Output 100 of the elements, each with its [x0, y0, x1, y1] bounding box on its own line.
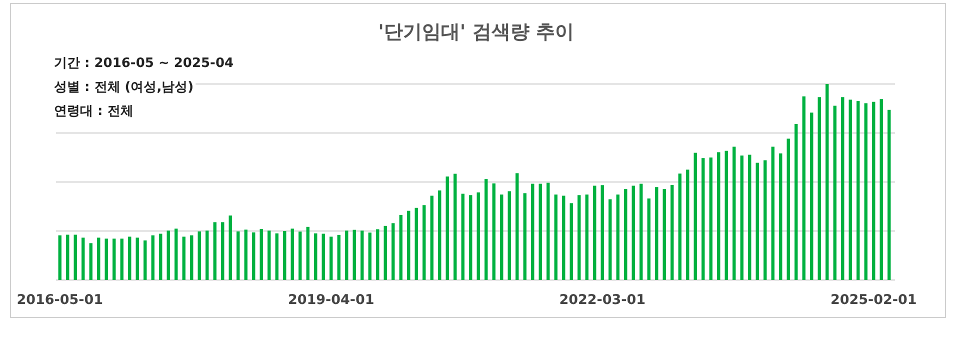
bar	[298, 232, 302, 280]
bar	[322, 234, 325, 280]
bar	[446, 176, 449, 280]
bar	[732, 146, 736, 280]
bar	[872, 102, 876, 280]
bar	[469, 195, 472, 280]
bar	[492, 183, 496, 280]
bar	[833, 106, 836, 280]
bar	[144, 240, 147, 280]
bar	[864, 103, 868, 280]
bar	[260, 229, 263, 280]
bar	[104, 238, 108, 280]
bar	[717, 152, 720, 280]
bar	[771, 146, 774, 280]
bar	[306, 226, 310, 280]
bar	[724, 150, 728, 280]
bar	[709, 158, 712, 280]
chart-title: '단기임대' 검색량 추이	[378, 21, 574, 43]
bar	[159, 234, 162, 280]
bar	[74, 234, 77, 280]
bar	[476, 192, 480, 280]
bar	[206, 230, 209, 280]
bar	[632, 186, 635, 280]
bar	[670, 184, 674, 280]
bar	[407, 210, 410, 280]
bar	[330, 236, 333, 280]
x-tick-label: 2022-03-01	[559, 292, 646, 308]
bar	[500, 194, 504, 280]
bar	[376, 229, 380, 280]
bar	[848, 100, 852, 280]
x-tick-label: 2025-02-01	[830, 292, 917, 308]
bar	[802, 96, 806, 280]
bar	[151, 235, 154, 280]
bar	[120, 238, 124, 280]
bar	[508, 191, 511, 280]
bar	[314, 233, 318, 280]
bar	[779, 153, 782, 280]
bar	[422, 205, 426, 280]
bar	[570, 203, 573, 280]
bar	[213, 222, 216, 280]
bar	[252, 232, 256, 280]
bar	[89, 243, 92, 280]
bar	[694, 152, 697, 280]
bar	[283, 231, 286, 280]
bar	[244, 230, 248, 280]
bar	[826, 84, 829, 280]
bar	[616, 194, 620, 280]
bar	[554, 194, 558, 280]
bar	[740, 156, 744, 280]
bar	[174, 228, 178, 280]
bar	[66, 234, 70, 280]
bar	[600, 185, 604, 280]
bar	[538, 184, 542, 280]
bar	[454, 174, 457, 280]
bar	[198, 231, 201, 280]
bar	[82, 238, 85, 280]
bar	[166, 230, 170, 280]
bar	[58, 235, 62, 280]
bar	[841, 97, 844, 280]
bar	[546, 182, 550, 280]
bar	[360, 230, 364, 280]
bar	[112, 238, 116, 280]
bar	[438, 190, 442, 280]
bar	[368, 232, 372, 280]
bar	[748, 154, 752, 280]
x-tick-label: 2019-04-01	[288, 292, 374, 308]
bar	[818, 97, 821, 280]
bar	[585, 194, 588, 280]
bar	[531, 184, 534, 280]
bar	[523, 193, 526, 280]
text: 기간 : 2016-05 ~ 2025-04	[54, 56, 234, 71]
bar	[756, 162, 759, 280]
bar	[136, 238, 139, 280]
bar	[399, 214, 402, 280]
bar	[593, 186, 596, 280]
bar	[414, 208, 418, 280]
bar	[352, 230, 356, 280]
bar	[128, 236, 132, 280]
bar	[678, 174, 682, 280]
bar	[702, 158, 705, 280]
bar	[190, 235, 194, 280]
bar	[662, 189, 666, 280]
bar	[461, 194, 464, 280]
bar	[97, 238, 100, 280]
bar	[640, 184, 643, 280]
bar	[392, 223, 395, 280]
bar	[484, 179, 488, 280]
bar	[655, 187, 658, 280]
bar	[182, 236, 186, 280]
bar	[810, 112, 814, 280]
bar	[275, 233, 278, 280]
bar	[686, 170, 690, 280]
bar	[578, 195, 581, 280]
bar	[786, 138, 790, 280]
bar	[764, 160, 767, 280]
bar	[647, 198, 650, 280]
bar	[608, 199, 612, 280]
annotation: 연령대 : 전체	[54, 104, 134, 119]
bar	[337, 234, 340, 280]
bar	[880, 99, 883, 280]
